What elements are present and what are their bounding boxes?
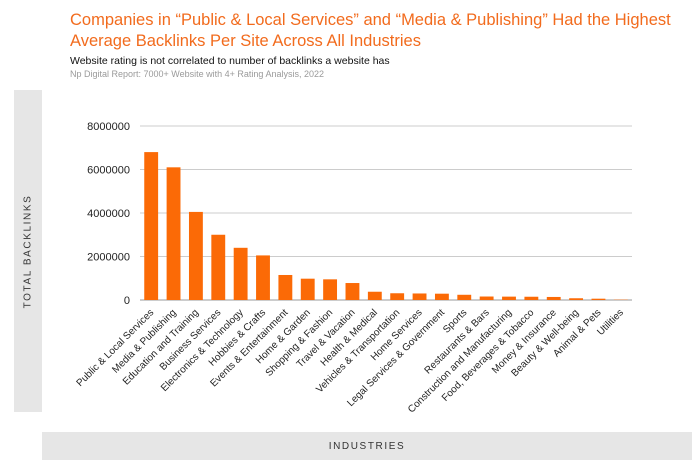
chart-subtitle: Website rating is not correlated to numb… bbox=[70, 55, 390, 67]
bar bbox=[323, 279, 338, 300]
y-axis-band bbox=[14, 90, 42, 412]
bar bbox=[188, 211, 203, 300]
bar bbox=[144, 152, 159, 300]
bar bbox=[345, 283, 360, 300]
bar bbox=[211, 234, 226, 300]
y-tick-label: 4000000 bbox=[87, 208, 130, 220]
bar bbox=[546, 296, 561, 300]
bar bbox=[479, 296, 494, 300]
bar bbox=[278, 274, 293, 300]
y-tick-label: 0 bbox=[124, 295, 130, 307]
bar bbox=[300, 278, 315, 300]
bar bbox=[412, 293, 427, 300]
bar bbox=[434, 293, 449, 300]
bar bbox=[502, 296, 516, 300]
bar bbox=[166, 167, 181, 300]
bar bbox=[367, 291, 382, 300]
y-tick-label: 6000000 bbox=[87, 165, 130, 177]
bar bbox=[233, 247, 248, 300]
bar bbox=[524, 296, 539, 300]
source-note: Np Digital Report: 7000+ Website with 4+… bbox=[70, 69, 324, 79]
bar bbox=[457, 294, 472, 300]
x-axis-title: INDUSTRIES bbox=[328, 440, 406, 452]
bar bbox=[256, 255, 270, 300]
bar bbox=[591, 298, 606, 300]
y-tick-label: 8000000 bbox=[87, 121, 130, 133]
bar bbox=[569, 298, 584, 300]
x-axis-band: INDUSTRIES bbox=[42, 432, 692, 460]
chart-title: Companies in “Public & Local Services” a… bbox=[70, 11, 671, 50]
bar bbox=[390, 293, 405, 300]
y-tick-label: 2000000 bbox=[87, 252, 130, 264]
